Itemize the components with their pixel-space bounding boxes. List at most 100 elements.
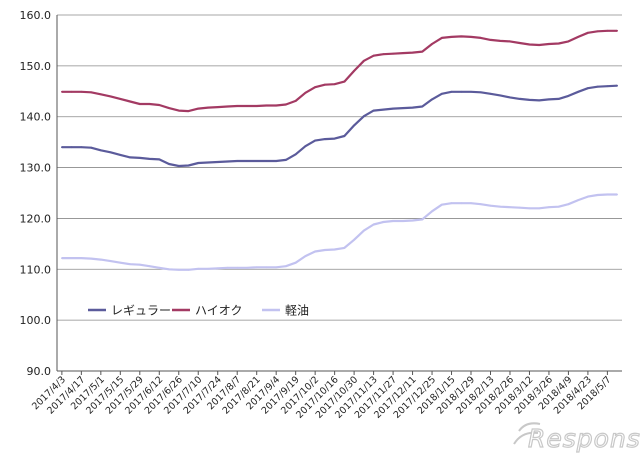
data-point — [129, 100, 132, 103]
data-point — [265, 160, 268, 162]
data-point — [518, 206, 521, 209]
data-point — [119, 154, 122, 156]
data-point — [528, 43, 531, 46]
data-point — [382, 221, 385, 223]
legend: レギュラー ハイオク 軽油 — [88, 304, 309, 318]
data-point — [616, 193, 618, 196]
data-point — [538, 207, 541, 210]
data-point — [343, 135, 346, 137]
data-point — [518, 42, 521, 44]
data-point — [509, 206, 511, 209]
data-point — [275, 266, 278, 269]
data-point — [285, 159, 287, 161]
data-point — [440, 203, 443, 206]
legend-label: 軽油 — [285, 304, 309, 318]
data-point — [99, 149, 102, 152]
data-point — [333, 248, 336, 251]
data-point — [168, 107, 170, 109]
data-point — [197, 107, 200, 110]
data-point — [460, 35, 463, 38]
data-point — [616, 84, 618, 87]
data-point — [80, 90, 83, 93]
data-point — [265, 266, 268, 269]
data-point — [138, 263, 141, 266]
data-point — [216, 267, 219, 270]
series-line — [61, 29, 618, 113]
data-point — [382, 53, 385, 56]
y-tick-label: 120.0 — [20, 212, 52, 225]
data-point — [489, 204, 492, 207]
data-point — [304, 91, 307, 94]
data-point — [236, 105, 239, 107]
data-point — [177, 109, 180, 112]
series-line — [61, 84, 618, 168]
data-point — [236, 266, 239, 269]
data-point — [90, 257, 92, 260]
data-point — [557, 205, 560, 208]
data-point — [489, 39, 492, 41]
data-point — [148, 158, 151, 160]
data-point — [314, 250, 316, 253]
data-point — [294, 153, 297, 156]
data-point — [372, 54, 375, 57]
data-point — [80, 257, 83, 259]
data-point — [596, 194, 599, 196]
series-1 — [61, 29, 618, 113]
data-point — [606, 193, 609, 196]
data-point — [421, 218, 424, 221]
data-point — [70, 257, 73, 259]
data-point — [557, 42, 560, 45]
data-point — [577, 199, 580, 202]
data-point — [353, 124, 355, 127]
data-point — [353, 238, 355, 241]
data-point — [197, 162, 200, 164]
data-point — [275, 160, 278, 162]
data-point — [431, 98, 433, 101]
data-point — [596, 30, 599, 33]
data-point — [109, 151, 112, 154]
data-point — [450, 202, 453, 205]
data-point — [499, 40, 502, 42]
data-series — [61, 29, 618, 271]
data-point — [606, 85, 609, 88]
data-point — [470, 36, 472, 38]
data-point — [421, 50, 424, 53]
data-point — [538, 44, 541, 46]
data-point — [90, 146, 92, 149]
data-point — [450, 90, 453, 93]
data-point — [411, 106, 414, 109]
data-point — [567, 203, 570, 206]
data-point — [479, 91, 482, 94]
y-tick-label: 140.0 — [20, 111, 52, 124]
data-point — [577, 36, 580, 38]
data-point — [90, 91, 92, 94]
data-point — [509, 96, 511, 99]
data-point — [294, 100, 297, 102]
data-point — [548, 98, 550, 101]
data-point — [440, 37, 443, 39]
data-point — [138, 157, 141, 159]
data-point — [518, 98, 521, 100]
data-point — [61, 90, 63, 93]
data-point — [285, 265, 287, 268]
data-point — [168, 268, 170, 271]
data-point — [587, 87, 589, 90]
data-point — [246, 266, 248, 269]
y-tick-label: 110.0 — [20, 263, 52, 276]
data-point — [411, 51, 414, 54]
data-point — [61, 257, 63, 259]
data-point — [168, 163, 170, 165]
data-point — [255, 266, 258, 269]
data-point — [158, 266, 161, 269]
data-point — [187, 110, 190, 112]
data-point — [324, 249, 326, 251]
data-point — [460, 202, 463, 205]
data-point — [99, 93, 102, 96]
data-point — [567, 95, 570, 97]
data-point — [324, 138, 326, 141]
data-point — [70, 146, 73, 149]
axes — [56, 15, 622, 375]
y-tick-label: 150.0 — [20, 60, 52, 73]
